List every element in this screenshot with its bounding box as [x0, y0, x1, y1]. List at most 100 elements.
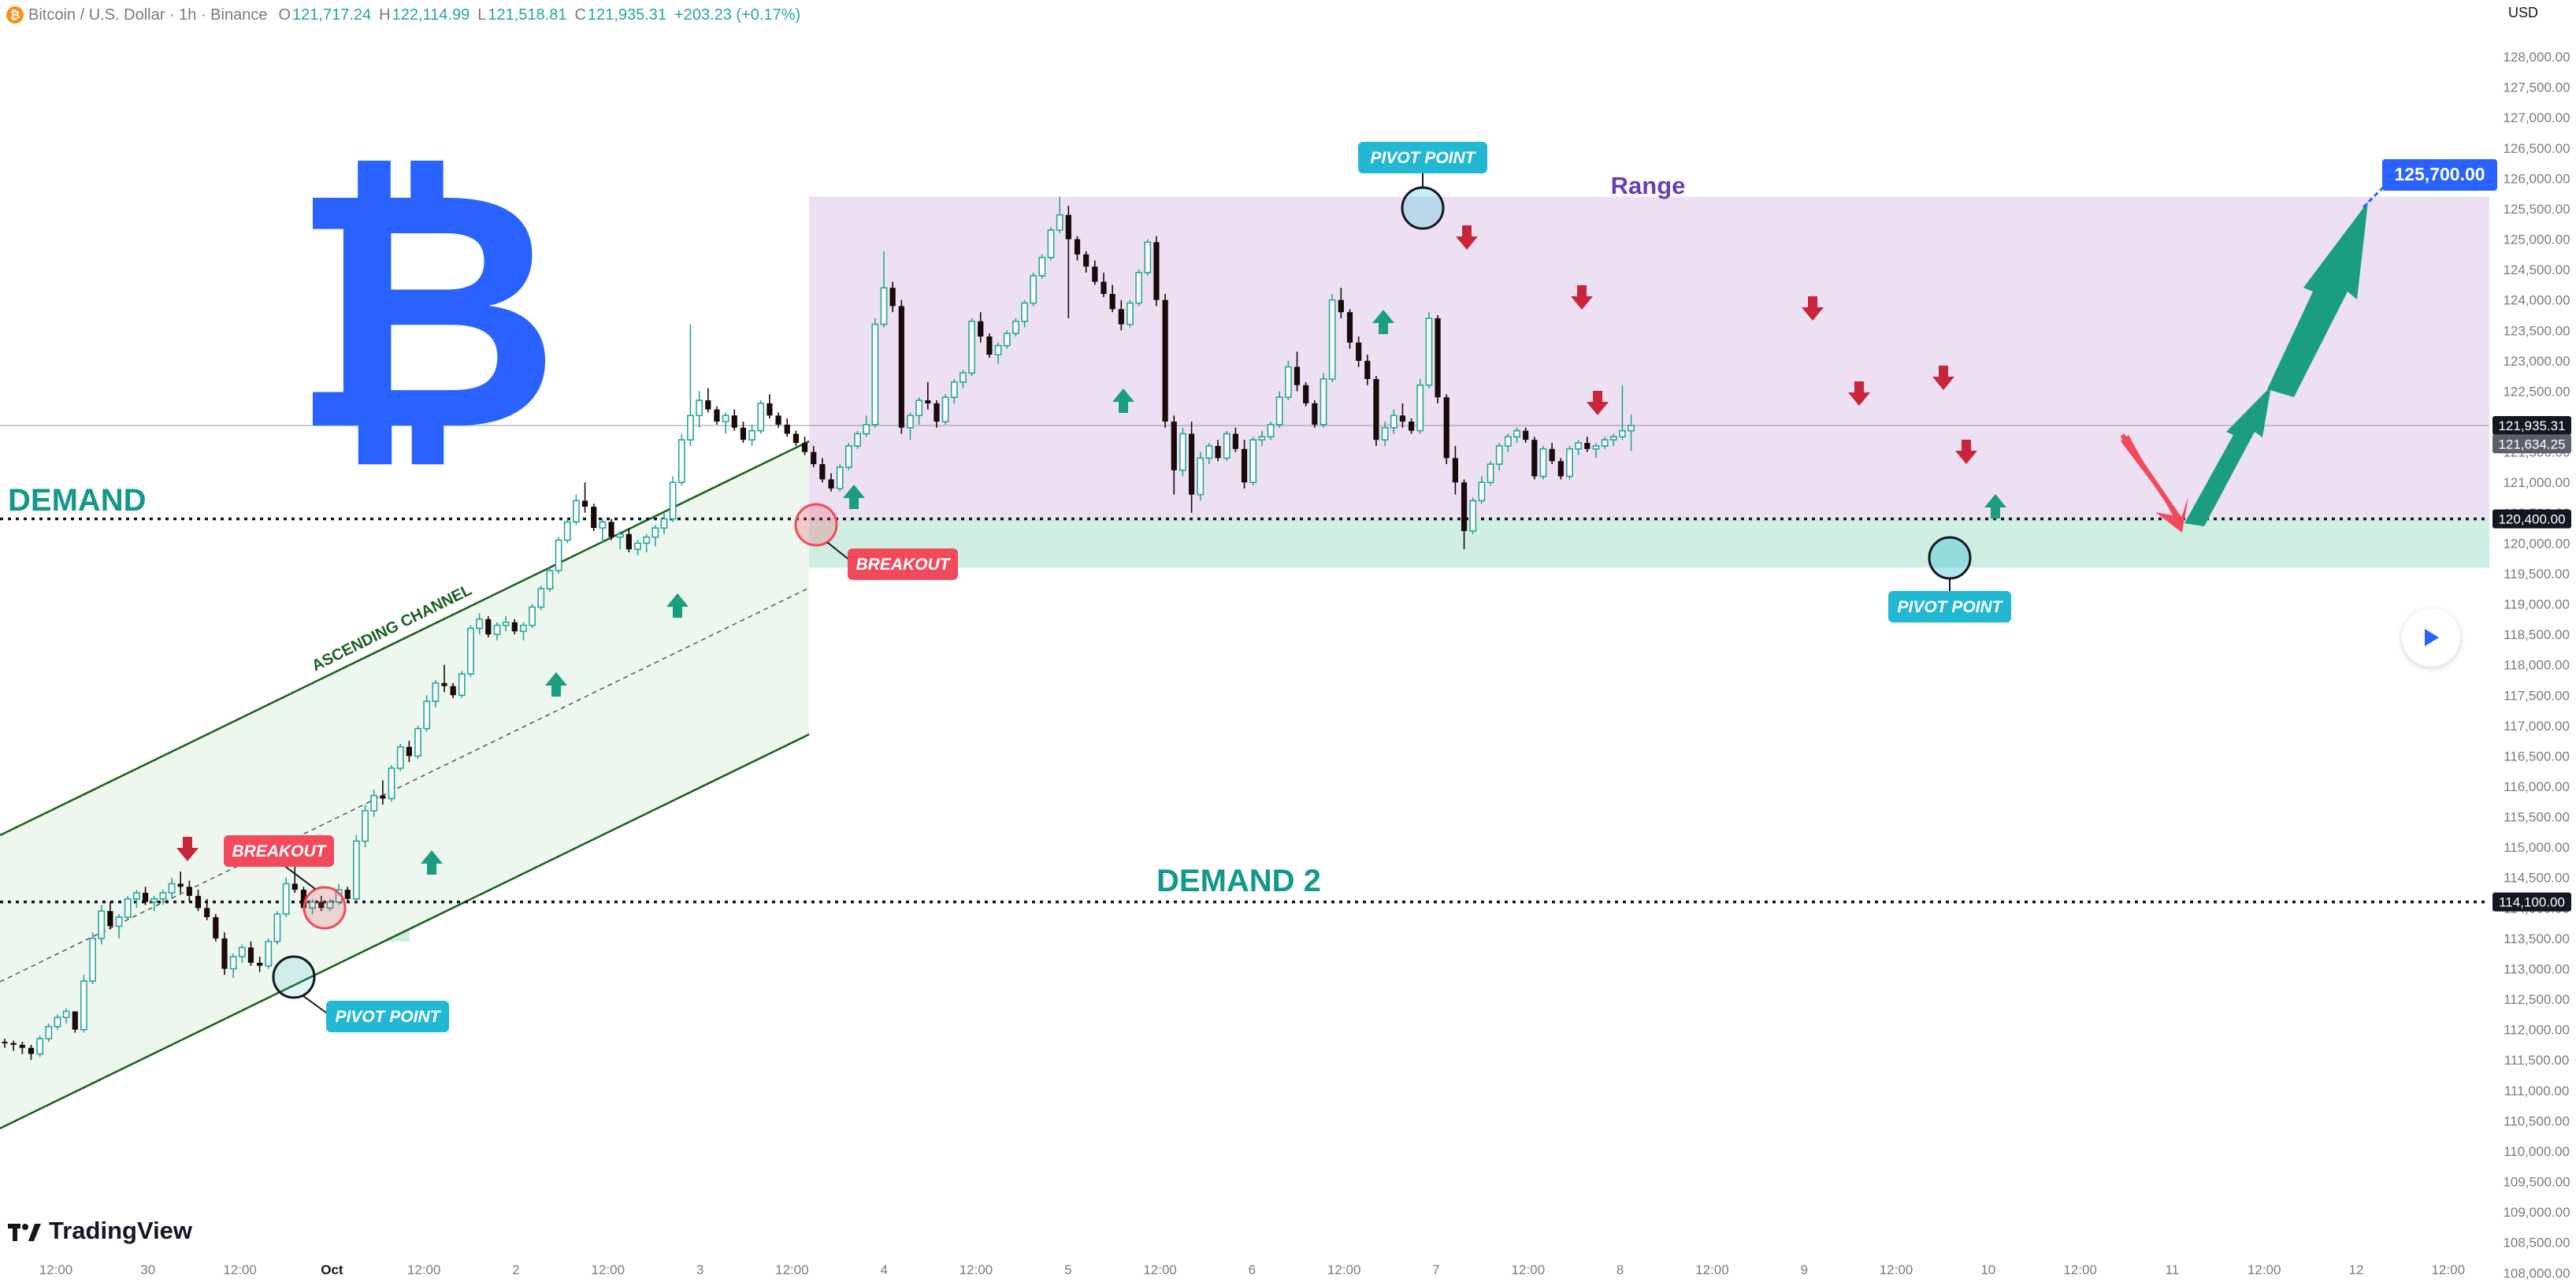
candle-body: [177, 883, 184, 887]
price-tick-label: 108,500.00: [2503, 1236, 2570, 1251]
candle-body: [1171, 422, 1177, 470]
candle-body: [467, 627, 474, 675]
channel-lower-line[interactable]: [0, 733, 810, 1130]
price-axis[interactable]: 108,000.00 108,500.00 109,000.00 109,500.00…: [2492, 50, 2571, 1280]
candle-body: [581, 500, 588, 507]
candle-body: [1030, 275, 1037, 304]
up-arrow-icon: [1372, 310, 1394, 334]
change-value: +203.23 (+0.17%): [674, 6, 801, 24]
time-tick-label: 12:00: [39, 1262, 73, 1277]
candle-body: [1523, 430, 1529, 440]
breakout-label: [848, 548, 958, 580]
candle-body: [1101, 281, 1107, 295]
candle-body: [1601, 439, 1609, 447]
candle-body: [651, 527, 659, 538]
channel-median-line[interactable]: [0, 587, 810, 983]
down-arrow-icon: [1955, 440, 1977, 464]
time-tick-label: 12:00: [1512, 1262, 1546, 1277]
candle-body: [1328, 299, 1336, 380]
candle-body: [1303, 385, 1309, 403]
candle-body: [1399, 415, 1406, 422]
candle-body: [616, 533, 624, 538]
candle-body: [2, 1042, 8, 1044]
candle-body: [1179, 433, 1186, 471]
candle-body: [159, 892, 167, 900]
candle-body: [54, 1017, 61, 1028]
candle-body: [811, 452, 817, 465]
candle-body: [1346, 312, 1353, 343]
price-tick-label: 114,500.00: [2504, 871, 2570, 886]
price-tick-label: 111,000.00: [2504, 1083, 2570, 1098]
candle-body: [318, 901, 325, 909]
candle-body: [133, 892, 140, 900]
play-icon: [2425, 629, 2439, 646]
candle-body: [1258, 436, 1266, 440]
candle-body: [107, 911, 113, 927]
candle-body: [1284, 366, 1292, 398]
candle-body: [766, 403, 773, 416]
breakout-circle: [303, 886, 347, 930]
down-arrow-icon: [1802, 296, 1824, 321]
price-tick-label: 118,000.00: [2504, 658, 2570, 673]
candle-body: [669, 481, 677, 520]
candle-body: [1549, 448, 1555, 462]
candle-body: [476, 619, 484, 630]
candle-body: [370, 794, 378, 812]
symbol-name[interactable]: Bitcoin / U.S. Dollar · 1h · Binance: [28, 6, 268, 24]
time-tick-label: 12:00: [1327, 1262, 1361, 1277]
time-tick-label: 30: [140, 1262, 155, 1277]
tradingview-logo[interactable]: TradingView: [8, 1217, 192, 1245]
candle-body: [1083, 254, 1089, 267]
candle-body: [1495, 445, 1503, 465]
candle-body: [828, 479, 834, 489]
replay-button[interactable]: [2402, 608, 2460, 667]
candle-body: [978, 321, 984, 337]
candle-body: [863, 424, 870, 435]
candle-body: [1294, 366, 1301, 385]
price-tick-label: 109,000.00: [2503, 1205, 2570, 1220]
candle-body: [1373, 379, 1379, 440]
low-label: L: [477, 6, 487, 24]
price-label-text: 114,100.00: [2499, 895, 2565, 910]
candle-body: [1003, 333, 1011, 347]
price-tick-label: 121,000.00: [2503, 475, 2570, 490]
time-tick-label: 4: [880, 1262, 887, 1277]
candle-body: [124, 898, 132, 918]
down-arrow-icon: [1571, 285, 1593, 310]
candle-body: [1461, 482, 1468, 531]
candle-body: [458, 673, 466, 697]
candle-body: [396, 746, 404, 769]
candle-body: [941, 396, 949, 422]
time-axis[interactable]: 12:00 30 12:00 Oct 12:00 2 12:00 3 12:00 4 12:00 5 1…: [39, 1262, 2465, 1277]
price-tick-label: 111,500.00: [2504, 1053, 2570, 1068]
candle-body: [1609, 436, 1617, 440]
candle-body: [915, 400, 923, 417]
candle-body: [1443, 397, 1449, 459]
range-label: Range: [1611, 172, 1686, 199]
time-tick-label: 12:00: [1695, 1262, 1729, 1277]
time-tick-label: 10: [1980, 1262, 1995, 1277]
range-zone: [809, 196, 2489, 519]
candle-body: [1338, 299, 1344, 313]
currency-label[interactable]: USD: [2507, 5, 2538, 20]
price-tick-label: 118,500.00: [2504, 627, 2570, 642]
price-tick-label: 115,000.00: [2504, 840, 2570, 855]
candle-body: [1205, 445, 1213, 459]
price-tick-label: 122,500.00: [2503, 384, 2570, 399]
candle-body: [960, 372, 967, 383]
candle-body: [115, 916, 123, 927]
candles-group: [2, 196, 1635, 1061]
candle-body: [1390, 414, 1397, 429]
candle-body: [687, 414, 694, 440]
candle-body: [696, 400, 703, 417]
candle-body: [1038, 256, 1046, 277]
candle-body: [291, 883, 298, 890]
price-tick-label: 123,500.00: [2503, 323, 2570, 338]
high-value: 122,114.99: [392, 6, 470, 24]
candle-body: [1197, 457, 1204, 496]
candle-body: [555, 539, 562, 571]
candle-body: [1478, 481, 1486, 502]
candle-body: [1364, 360, 1371, 380]
target-price-label[interactable]: [2382, 159, 2497, 191]
